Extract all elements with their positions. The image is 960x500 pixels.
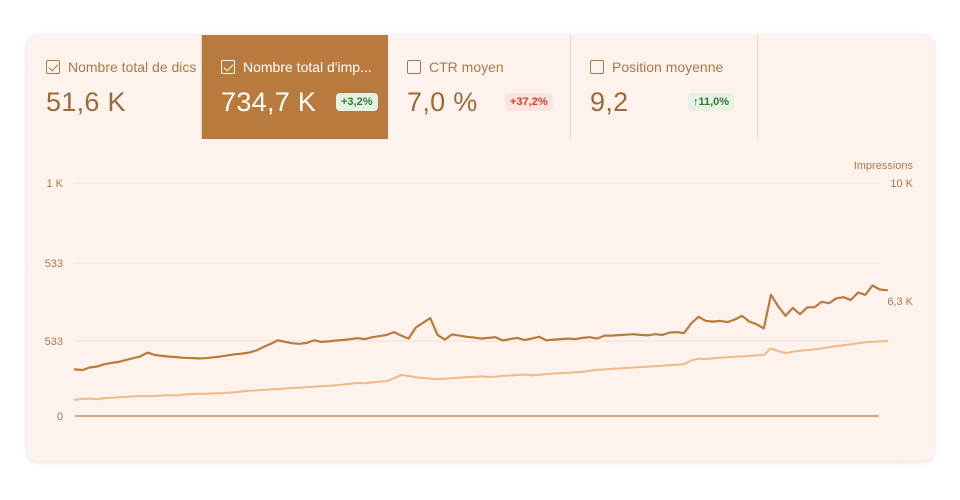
change-badge: +3,2%: [336, 93, 378, 111]
performance-card: Nombre total de dics 51,6 K Nombre total…: [27, 35, 934, 461]
right-tick-label: 6,3 K: [887, 296, 913, 308]
metric-label: Nombre total de dics: [68, 59, 197, 75]
metric-impressions[interactable]: Nombre total d'imp... 734,7 K +3,2%: [202, 35, 388, 139]
metric-value: 734,7 K: [221, 87, 317, 117]
left-tick-label: 533: [45, 336, 63, 348]
right-axis-title: Impressions: [854, 160, 914, 172]
metric-clicks[interactable]: Nombre total de dics 51,6 K: [27, 35, 202, 139]
metric-label: Nombre total d'imp...: [243, 59, 372, 75]
checkbox-icon[interactable]: [407, 60, 421, 74]
change-badge: +37,2%: [505, 93, 553, 111]
metric-ctr[interactable]: CTR moyen 7,0 % +37,2%: [388, 35, 571, 139]
metric-value: 51,6 K: [46, 87, 126, 117]
series-line-impressions: [73, 284, 889, 372]
change-badge: ↑11,0%: [688, 93, 735, 111]
checkbox-icon[interactable]: [590, 60, 604, 74]
metric-label: Position moyenne: [612, 59, 724, 75]
metric-label: CTR moyen: [429, 59, 504, 75]
checkbox-icon[interactable]: [221, 60, 235, 74]
metric-header: Nombre total de dics: [46, 59, 196, 75]
metric-value: 7,0 %: [407, 87, 478, 117]
left-tick-label: 0: [57, 411, 63, 423]
metrics-row: Nombre total de dics 51,6 K Nombre total…: [27, 35, 758, 139]
left-tick-label: 533: [45, 258, 63, 270]
metric-header: Position moyenne: [590, 59, 723, 75]
metric-position[interactable]: Position moyenne 9,2 ↑11,0%: [571, 35, 758, 139]
metric-value: 9,2: [590, 87, 629, 117]
right-tick-label: 10 K: [890, 178, 913, 190]
left-tick-label: 1 K: [46, 178, 63, 190]
checkbox-icon[interactable]: [46, 60, 60, 74]
line-chart: 1 K 533 533 0 Impressions 10 K 6,3 K: [45, 160, 914, 423]
metric-header: CTR moyen: [407, 59, 504, 75]
metric-header: Nombre total d'imp...: [221, 59, 372, 75]
series-line-impressions-secondary: [74, 340, 888, 401]
